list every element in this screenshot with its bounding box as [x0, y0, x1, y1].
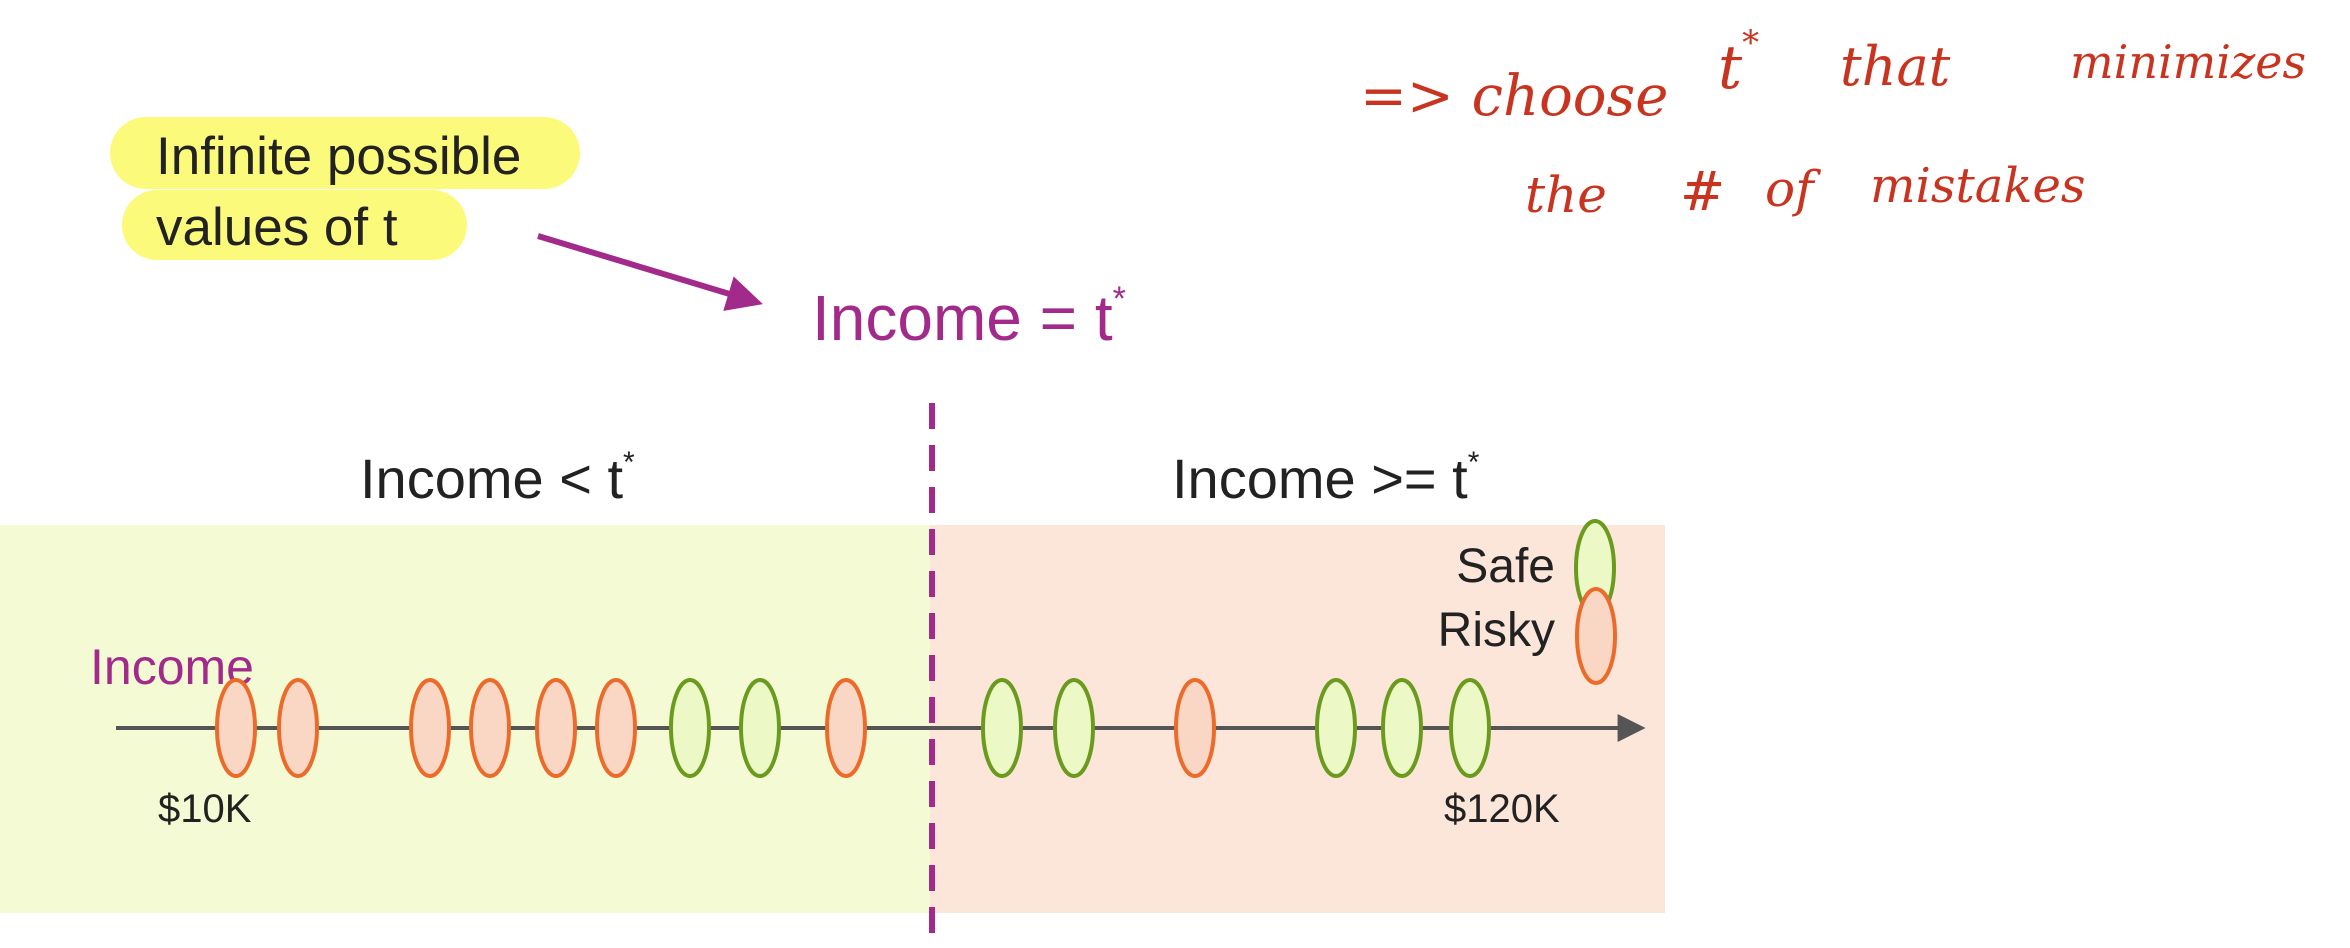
data-point-risky-3 [411, 680, 449, 776]
data-point-risky-4 [471, 680, 509, 776]
note-minimizes: minimizes [2070, 35, 2306, 89]
data-point-safe-15 [1451, 680, 1489, 776]
note-hash: # [1680, 160, 1725, 223]
left-region-label: Income < t* [360, 446, 635, 510]
axis-min-label: $10K [158, 787, 252, 831]
note-the: the [1525, 166, 1607, 224]
axis-max-label: $120K [1444, 787, 1560, 831]
callout-line-1: Infinite possible [156, 127, 521, 186]
data-point-safe-10 [983, 680, 1021, 776]
data-point-risky-2 [279, 680, 317, 776]
data-point-risky-6 [597, 680, 635, 776]
note-t-star: t* [1718, 23, 1759, 103]
data-point-safe-7 [671, 680, 709, 776]
note-arrow-choose: => choose [1360, 64, 1668, 129]
data-point-risky-12 [1176, 680, 1214, 776]
callout-line-2: values of t [156, 198, 398, 257]
legend-risky-label: Risky [1438, 604, 1555, 657]
data-point-risky-5 [537, 680, 575, 776]
left-region [0, 525, 930, 913]
note-of: of [1765, 160, 1821, 218]
data-point-safe-14 [1383, 680, 1421, 776]
data-point-safe-13 [1317, 680, 1355, 776]
threshold-label: Income = t* [812, 280, 1126, 354]
legend-risky-marker [1577, 589, 1615, 683]
data-point-risky-1 [217, 680, 255, 776]
callout-arrow [538, 236, 756, 302]
data-point-safe-11 [1055, 680, 1093, 776]
note-that: that [1840, 35, 1951, 98]
data-point-risky-9 [827, 680, 865, 776]
right-region-label: Income >= t* [1172, 446, 1480, 510]
handwritten-note: => choose t* that minimizes the # of mis… [1360, 23, 2306, 224]
data-point-safe-8 [741, 680, 779, 776]
note-mistakes: mistakes [1870, 158, 2086, 214]
legend-safe-label: Safe [1456, 540, 1555, 593]
